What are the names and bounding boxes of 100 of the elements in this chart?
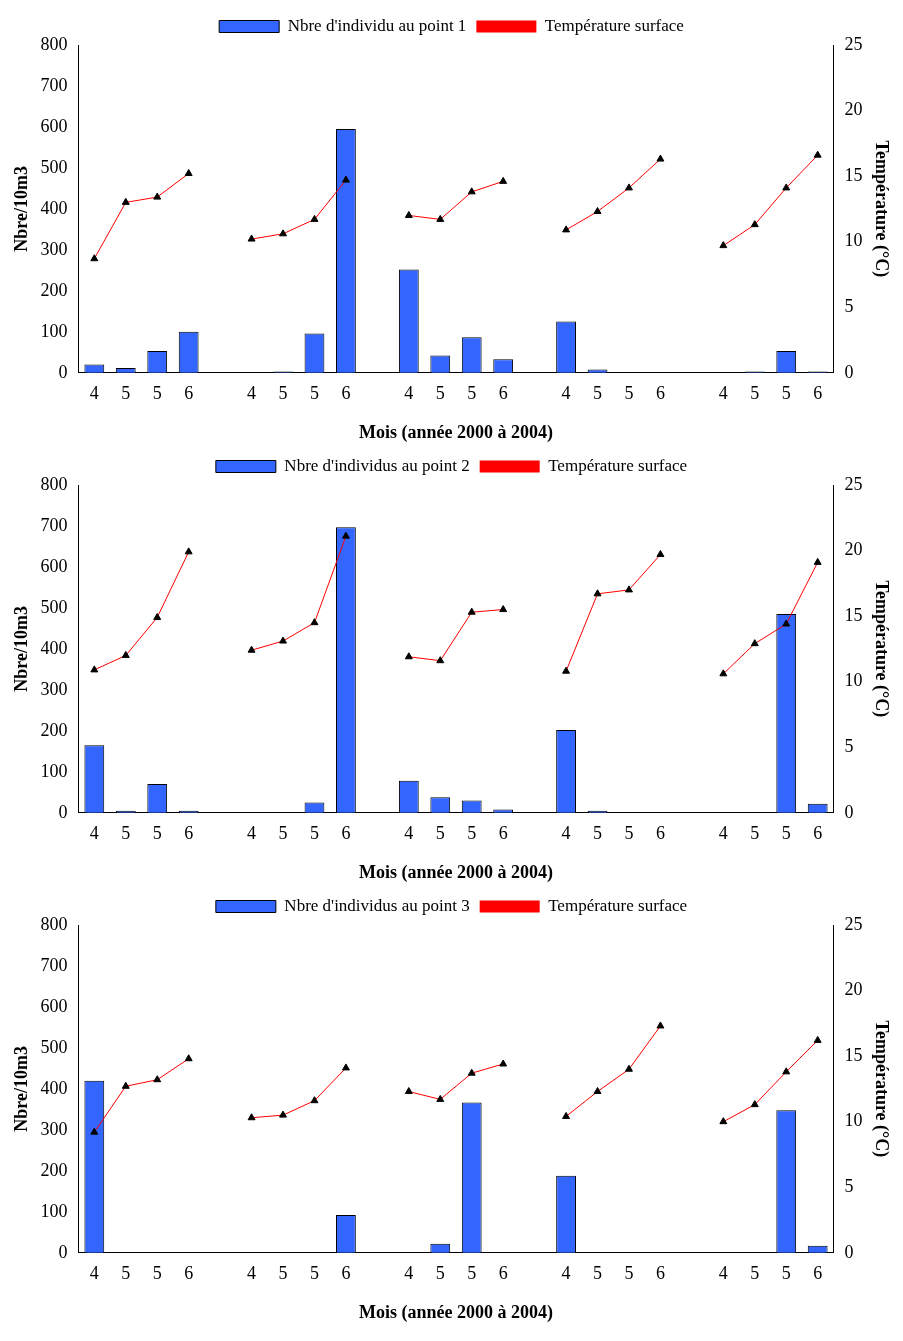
x-tick-label: 5	[121, 1263, 131, 1284]
y-tick-label: 800	[40, 913, 68, 934]
legend-label: Température surface	[548, 895, 688, 915]
legend-label: Nbre d'individu au point 1	[287, 15, 467, 35]
x-tick-label: 5	[624, 1263, 634, 1284]
y2-tick-label: 0	[844, 1241, 854, 1262]
x-tick-label: 5	[781, 1263, 791, 1284]
y-tick-label: 0	[58, 801, 68, 822]
x-tick-label: 6	[184, 823, 194, 844]
x-tick-label: 6	[813, 383, 823, 404]
y-tick-label: 300	[40, 678, 68, 699]
x-tick-label: 4	[247, 823, 257, 844]
x-tick-label: 6	[498, 383, 508, 404]
x-tick-label: 4	[561, 823, 571, 844]
x-tick-label: 6	[184, 1263, 194, 1284]
legend-label: Température surface	[548, 455, 688, 475]
x-tick-label: 5	[750, 823, 760, 844]
x-tick-label: 5	[593, 383, 603, 404]
y-tick-label: 200	[40, 1159, 68, 1180]
y2-tick-label: 15	[844, 604, 863, 625]
x-tick-label: 4	[561, 383, 571, 404]
x-tick-label: 5	[152, 823, 162, 844]
x-tick-label: 5	[278, 383, 288, 404]
x-tick-label: 5	[624, 823, 634, 844]
x-tick-label: 5	[593, 823, 603, 844]
x-tick-label: 4	[89, 383, 99, 404]
y2-tick-label: 25	[844, 913, 863, 934]
y-tick-label: 500	[40, 596, 68, 617]
y-tick-label: 0	[58, 1241, 68, 1262]
y-tick-label: 700	[40, 954, 68, 975]
y-tick-label: 600	[40, 115, 68, 136]
x-tick-label: 6	[655, 823, 665, 844]
y-tick-label: 700	[40, 74, 68, 95]
y2-tick-label: 5	[844, 1175, 854, 1196]
y2-tick-label: 20	[844, 99, 863, 120]
x-tick-label: 5	[467, 383, 477, 404]
y2-tick-label: 0	[844, 361, 854, 382]
y2-tick-label: 20	[844, 979, 863, 1000]
y-tick-label: 600	[40, 995, 68, 1016]
x-tick-label: 5	[624, 383, 634, 404]
y-tick-label: 400	[40, 637, 68, 658]
x-axis-title: Mois (année 2000 à 2004)	[359, 421, 553, 443]
x-tick-label: 4	[404, 823, 414, 844]
y2-tick-label: 5	[844, 735, 854, 756]
x-tick-label: 5	[121, 823, 131, 844]
x-tick-label: 6	[341, 1263, 351, 1284]
x-tick-label: 5	[152, 1263, 162, 1284]
y-tick-label: 400	[40, 1077, 68, 1098]
y-tick-label: 0	[58, 361, 68, 382]
y-axis-title: Nbre/10m3	[11, 166, 32, 252]
x-tick-label: 5	[278, 823, 288, 844]
x-tick-label: 5	[278, 1263, 288, 1284]
x-axis-title: Mois (année 2000 à 2004)	[359, 861, 553, 883]
y-tick-label: 300	[40, 238, 68, 259]
x-tick-label: 6	[184, 383, 194, 404]
x-tick-label: 6	[498, 823, 508, 844]
x-tick-label: 5	[750, 383, 760, 404]
x-tick-label: 5	[435, 383, 445, 404]
x-tick-label: 4	[718, 1263, 728, 1284]
y-tick-label: 200	[40, 279, 68, 300]
y2-tick-label: 10	[844, 1110, 863, 1131]
x-tick-label: 5	[309, 383, 319, 404]
x-tick-label: 5	[121, 383, 131, 404]
y-axis-title: Nbre/10m3	[11, 1046, 32, 1132]
x-axis-title: Mois (année 2000 à 2004)	[359, 1301, 553, 1323]
y2-tick-label: 5	[844, 295, 854, 316]
y-tick-label: 800	[40, 473, 68, 494]
y2-axis-title: Température (°C)	[870, 140, 892, 278]
y2-tick-label: 20	[844, 539, 863, 560]
y-tick-label: 300	[40, 1118, 68, 1139]
y2-axis-title: Température (°C)	[870, 1020, 892, 1158]
y-tick-label: 500	[40, 156, 68, 177]
x-tick-label: 5	[750, 1263, 760, 1284]
x-tick-label: 4	[561, 1263, 571, 1284]
x-tick-label: 5	[467, 1263, 477, 1284]
x-tick-label: 5	[467, 823, 477, 844]
x-tick-label: 5	[781, 823, 791, 844]
x-tick-label: 4	[89, 1263, 99, 1284]
x-tick-label: 6	[341, 383, 351, 404]
y-tick-label: 100	[40, 760, 68, 781]
x-tick-label: 5	[435, 823, 445, 844]
y-tick-label: 100	[40, 320, 68, 341]
x-tick-label: 4	[404, 383, 414, 404]
legend-label: Température surface	[544, 15, 684, 35]
x-tick-label: 5	[309, 1263, 319, 1284]
y2-tick-label: 15	[844, 1044, 863, 1065]
x-tick-label: 5	[781, 383, 791, 404]
x-tick-label: 6	[341, 823, 351, 844]
y2-tick-label: 0	[844, 801, 854, 822]
x-tick-label: 4	[89, 823, 99, 844]
y2-tick-label: 10	[844, 230, 863, 251]
y-tick-label: 700	[40, 514, 68, 535]
legend-label: Nbre d'individus au point 2	[284, 455, 470, 475]
x-tick-label: 5	[435, 1263, 445, 1284]
y-axis-title: Nbre/10m3	[11, 606, 32, 692]
y-tick-label: 400	[40, 197, 68, 218]
y2-tick-label: 25	[844, 473, 863, 494]
y-tick-label: 200	[40, 719, 68, 740]
y2-tick-label: 15	[844, 164, 863, 185]
x-tick-label: 4	[247, 1263, 257, 1284]
